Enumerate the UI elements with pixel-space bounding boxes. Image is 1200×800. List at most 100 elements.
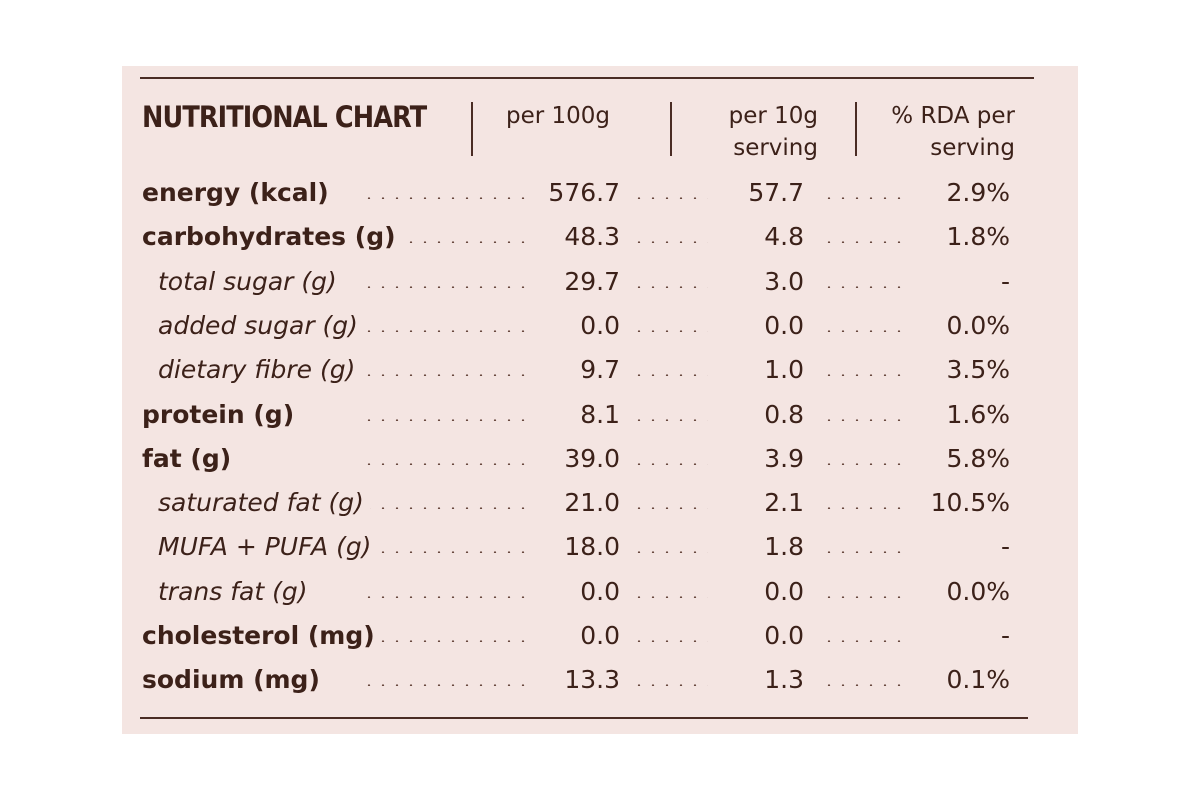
table-row: total sugar (g) 29.7 3.0 - (122, 261, 1078, 302)
dot-leader (822, 640, 902, 642)
dot-leader (362, 551, 530, 554)
nutrient-label: added sugar (g) (158, 305, 364, 346)
dot-leader (822, 374, 902, 377)
value-per-serving: 0.0 (764, 310, 804, 340)
nutrient-label: sodium (mg) (142, 660, 326, 701)
column-header-per-100g-text: per 100g (506, 103, 611, 129)
table-row: trans fat (g) 0.0 0.0 0.0% (122, 571, 1078, 612)
value-per-100g: 21.0 (564, 488, 620, 518)
dot-leader (362, 595, 530, 598)
table-row: MUFA + PUFA (g) 18.0 1.8 - (122, 527, 1078, 568)
table-row: energy (kcal) 576.7 57.7 2.9% (122, 173, 1078, 213)
dot-leader (362, 241, 530, 244)
column-header-rda-line1: % RDA per (891, 103, 1015, 129)
column-header-per-serving-line1: per 10g (728, 103, 818, 129)
nutrient-label: fat (g) (142, 438, 238, 479)
value-per-100g: 0.0 (580, 310, 620, 340)
value-per-100g: 0.0 (580, 576, 620, 606)
dot-leader (362, 684, 530, 687)
value-per-100g: 18.0 (564, 532, 620, 562)
dot-leader (822, 684, 902, 687)
dot-leader (822, 462, 902, 465)
value-per-100g: 9.7 (580, 355, 620, 385)
dot-leader (632, 595, 708, 598)
column-header-per-100g: per 100g (506, 100, 610, 132)
dot-leader (362, 329, 530, 332)
value-per-serving: 4.8 (764, 222, 804, 252)
dot-leader (632, 418, 708, 421)
value-per-100g: 576.7 (548, 178, 620, 207)
value-rda: 0.0% (946, 310, 1010, 340)
nutrient-label: carbohydrates (g) (142, 217, 402, 258)
dot-leader (362, 640, 530, 642)
dot-leader (362, 462, 530, 465)
dot-leader (362, 285, 530, 288)
value-rda: 2.9% (946, 178, 1010, 207)
value-per-100g: 39.0 (564, 443, 620, 473)
column-divider (471, 102, 473, 156)
dot-leader (822, 507, 902, 510)
nutrient-label: saturated fat (g) (158, 483, 370, 524)
table-row: added sugar (g) 0.0 0.0 0.0% (122, 305, 1078, 346)
value-per-serving: 0.8 (764, 399, 804, 429)
table-row: dietary fibre (g) 9.7 1.0 3.5% (122, 350, 1078, 391)
top-rule (140, 77, 1034, 79)
dot-leader (632, 241, 708, 244)
nutrient-label: energy (kcal) (142, 173, 335, 213)
dot-leader (822, 595, 902, 598)
dot-leader (632, 684, 708, 687)
table-row: protein (g) 8.1 0.8 1.6% (122, 394, 1078, 435)
bottom-rule (140, 717, 1028, 719)
value-rda: - (1000, 532, 1010, 562)
value-per-serving: 0.0 (764, 576, 804, 606)
nutrient-label: cholesterol (mg) (142, 616, 381, 656)
value-rda: 0.1% (946, 665, 1010, 695)
value-per-serving: 57.7 (748, 178, 804, 207)
value-rda: - (1000, 621, 1010, 650)
dot-leader (822, 197, 902, 199)
value-rda: 1.6% (946, 399, 1010, 429)
column-header-per-serving-line2: serving (733, 135, 818, 161)
dot-leader (632, 374, 708, 377)
dot-leader (822, 551, 902, 554)
value-per-100g: 48.3 (564, 222, 620, 252)
dot-leader (632, 285, 708, 288)
dot-leader (632, 640, 708, 642)
dot-leader (632, 462, 708, 465)
value-rda: 0.0% (946, 576, 1010, 606)
value-per-serving: 1.3 (764, 665, 804, 695)
dot-leader (362, 374, 530, 377)
value-per-100g: 13.3 (564, 665, 620, 695)
nutrient-label: MUFA + PUFA (g) (158, 527, 378, 568)
dot-leader (362, 418, 530, 421)
nutrient-label: total sugar (g) (158, 261, 343, 302)
value-per-serving: 1.0 (764, 355, 804, 385)
table-row: carbohydrates (g) 48.3 4.8 1.8% (122, 217, 1078, 258)
column-divider (670, 102, 672, 156)
value-per-serving: 3.9 (764, 443, 804, 473)
value-rda: 5.8% (946, 443, 1010, 473)
value-rda: 3.5% (946, 355, 1010, 385)
column-header-rda: % RDA per serving (891, 100, 1015, 164)
dot-leader (822, 241, 902, 244)
dot-leader (632, 329, 708, 332)
value-per-100g: 29.7 (564, 266, 620, 296)
value-per-serving: 0.0 (764, 621, 804, 650)
value-rda: - (1000, 266, 1010, 296)
dot-leader (632, 197, 708, 199)
nutrition-panel: NUTRITIONAL CHART per 100g per 10g servi… (122, 66, 1078, 734)
value-per-serving: 1.8 (764, 532, 804, 562)
table-row: fat (g) 39.0 3.9 5.8% (122, 438, 1078, 479)
value-rda: 1.8% (946, 222, 1010, 252)
nutrient-label: protein (g) (142, 394, 301, 435)
column-divider (855, 102, 857, 156)
dot-leader (632, 507, 708, 510)
value-per-100g: 8.1 (580, 399, 620, 429)
value-per-serving: 2.1 (764, 488, 804, 518)
value-per-100g: 0.0 (580, 621, 620, 650)
column-header-per-serving: per 10g serving (729, 100, 818, 164)
chart-title: NUTRITIONAL CHART (142, 100, 427, 134)
column-header-rda-line2: serving (930, 135, 1015, 161)
dot-leader (822, 285, 902, 288)
value-rda: 10.5% (930, 488, 1010, 518)
